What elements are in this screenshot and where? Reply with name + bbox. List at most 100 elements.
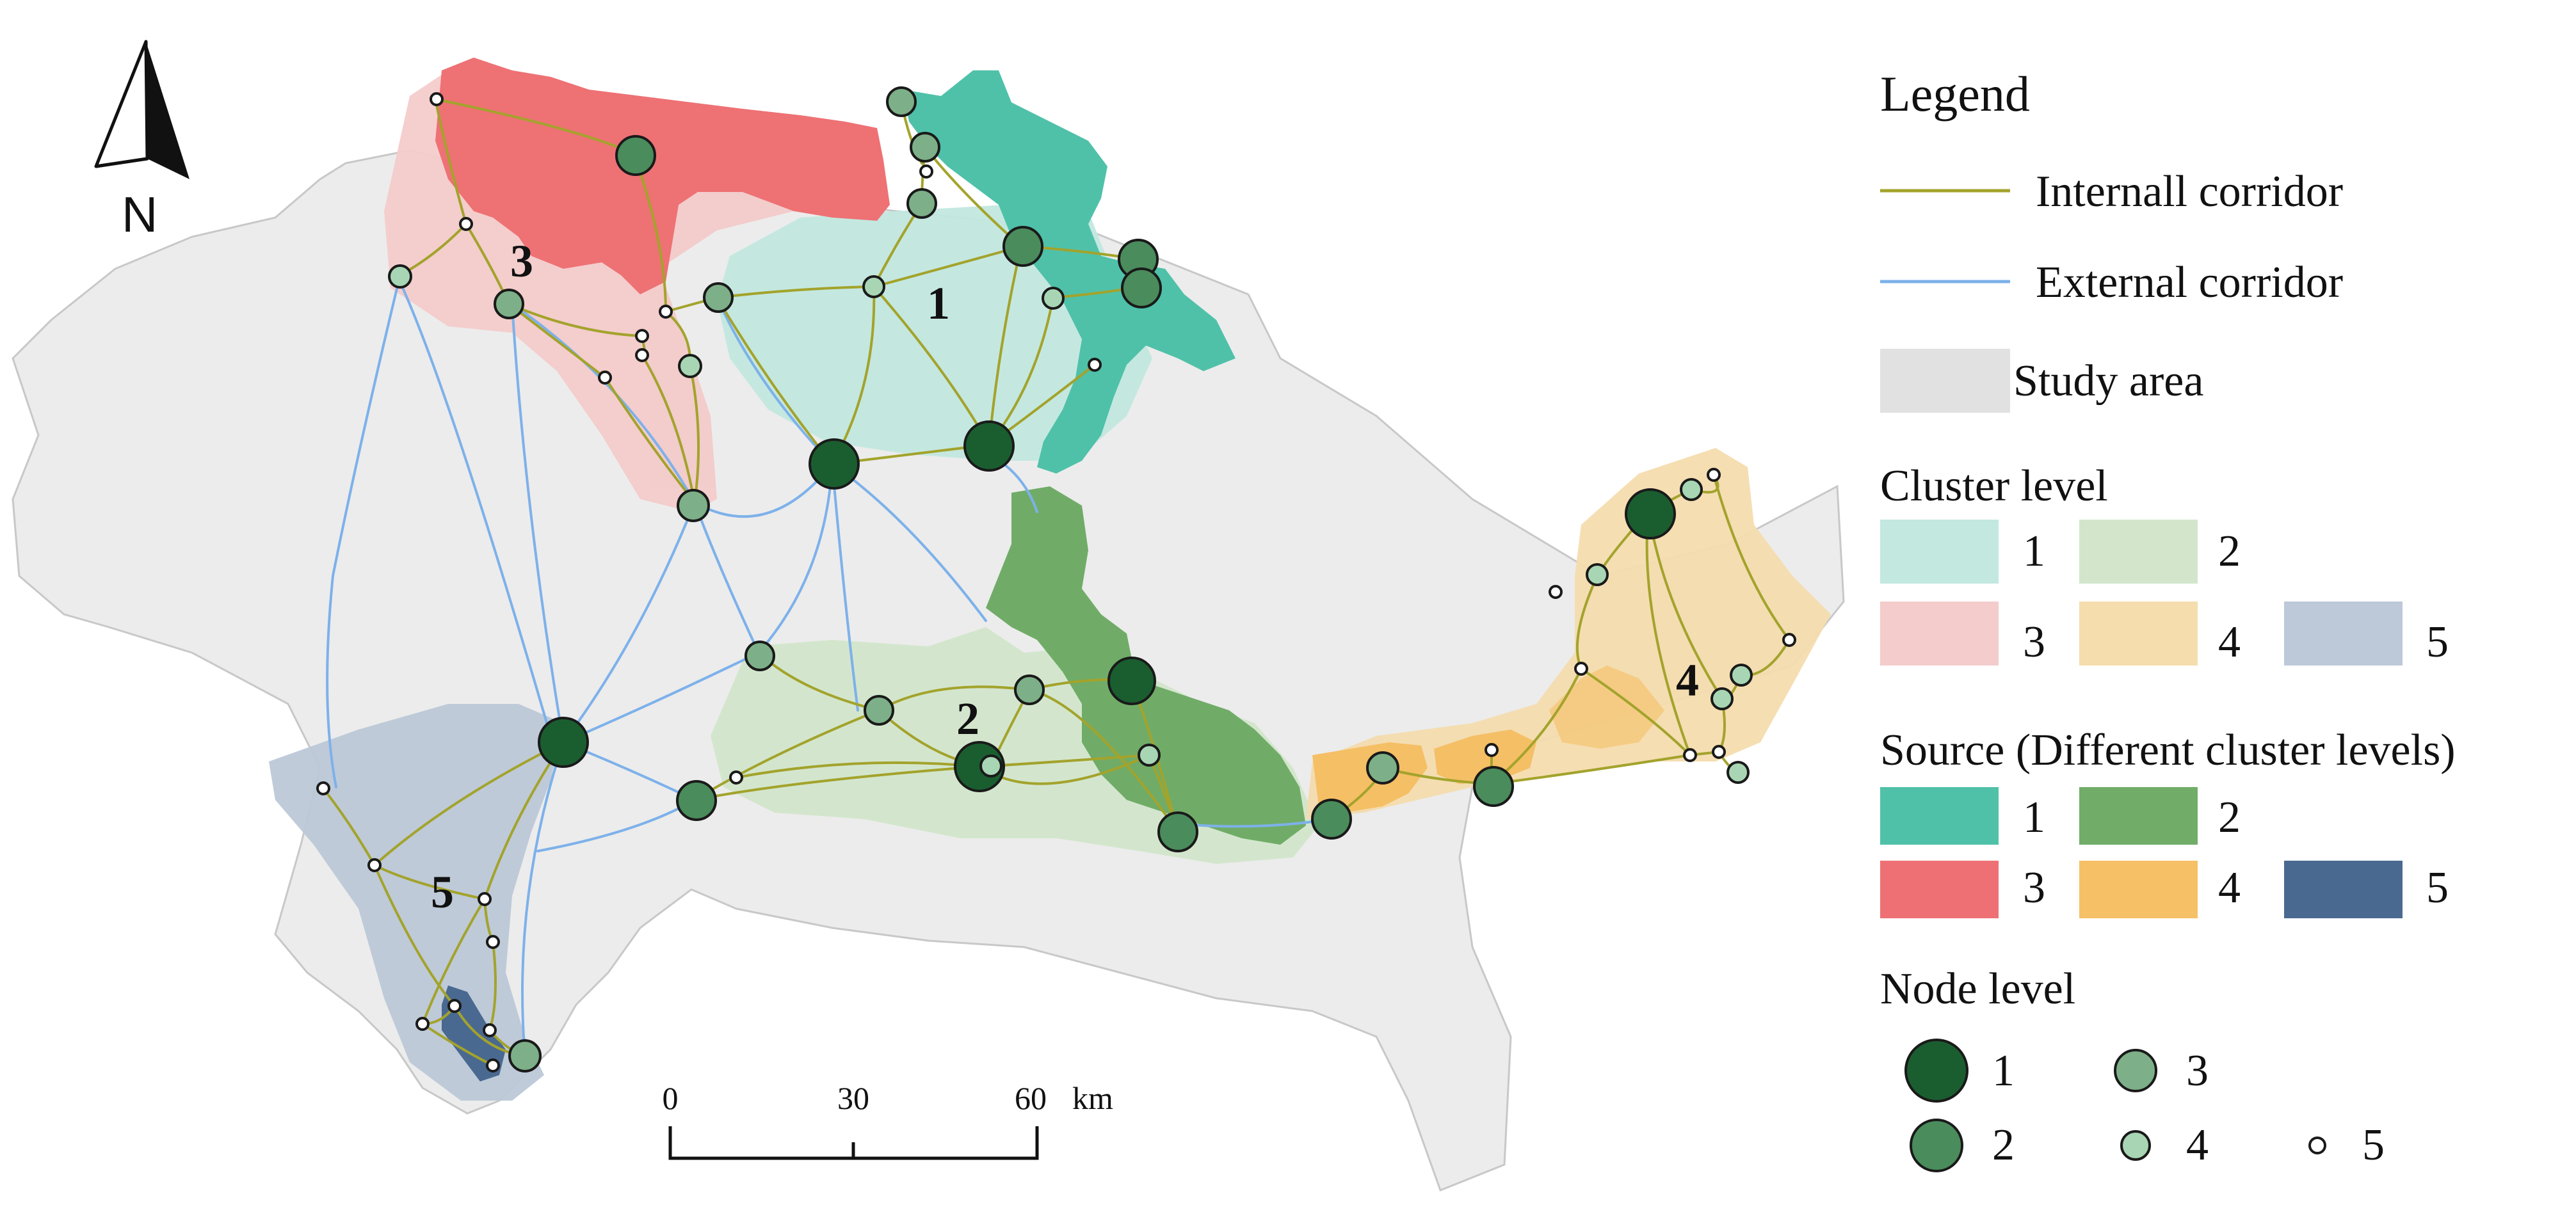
node-level-2: [1107, 657, 1156, 705]
node-level-5: [729, 770, 743, 785]
internal-corridor: [1645, 511, 1691, 756]
internal-corridor: [693, 709, 880, 801]
source-title: Source (Different cluster levels): [1880, 726, 2456, 775]
cluster-level-4-label: 4: [2218, 618, 2241, 667]
source-patches: [435, 58, 1664, 1081]
node-level-3: [1366, 751, 1399, 785]
internal-corridor: [373, 864, 456, 1007]
external-corridor: [511, 303, 565, 744]
cluster-label-3: 3: [510, 235, 533, 287]
external-corridor: [562, 651, 760, 744]
node-level-title: Node level: [1880, 964, 2075, 1014]
node-level-5: [659, 305, 673, 319]
node-level-5: [919, 164, 933, 179]
node-level-4: [678, 354, 702, 378]
cluster-level-3-swatch: [1880, 602, 1999, 666]
north-arrow-icon: [94, 40, 149, 168]
source-patch-3: [435, 58, 890, 294]
node-level-5: [1707, 468, 1721, 482]
node-level-4: [1680, 478, 1703, 501]
node-level-2-swatch: [1910, 1119, 1963, 1172]
node-level-5: [415, 1017, 430, 1031]
study-area-swatch: [1880, 349, 2010, 413]
cluster-label-2: 2: [956, 693, 979, 744]
node-level-2: [1311, 799, 1352, 840]
node-level-5-swatch: [2308, 1136, 2326, 1154]
node-level-5: [1574, 662, 1588, 676]
node-level-4: [979, 754, 1002, 777]
internal-corridor: [716, 285, 875, 299]
scale-bar-line: [668, 1126, 1039, 1160]
internal-corridor: [1712, 474, 1791, 641]
node-level-1: [809, 438, 860, 490]
node-level-1: [954, 741, 1005, 792]
nodes: [316, 86, 1796, 1072]
node-level-3: [910, 132, 940, 163]
internal-corridor: [604, 376, 696, 504]
internal-corridor: [421, 1023, 494, 1067]
node-level-5: [459, 217, 473, 231]
node-level-1: [1625, 488, 1676, 539]
node-level-2: [1121, 267, 1162, 308]
cluster-level-2-label: 2: [2218, 527, 2241, 576]
node-level-5: [1088, 358, 1102, 372]
north-label: N: [122, 186, 157, 243]
node-level-1-swatch: [1904, 1039, 1968, 1103]
source-level-4-swatch: [2079, 861, 2198, 918]
node-level-5: [478, 892, 492, 906]
scale-tick-0: 0: [663, 1080, 679, 1116]
node-level-5: [635, 329, 649, 343]
internal-corridor: [322, 787, 376, 866]
node-level-5-label: 5: [2362, 1120, 2385, 1170]
external-corridor: [326, 274, 401, 788]
node-level-5: [1782, 633, 1796, 647]
cluster-number-labels: 1 2 3 4 5: [431, 235, 1699, 918]
internal-corridor: [632, 152, 667, 313]
external-corridor: [716, 296, 833, 465]
node-level-3: [703, 282, 734, 313]
cluster-level-title: Cluster level: [1880, 461, 2108, 511]
cluster-level-5-label: 5: [2426, 618, 2449, 667]
external-corridor-label: External corridor: [2036, 258, 2343, 307]
north-arrow-shadow: [146, 42, 189, 179]
cluster-label-1: 1: [927, 278, 950, 329]
node-level-4: [388, 264, 412, 289]
legend: Legend Internall corridor External corri…: [1880, 66, 2456, 1172]
source-level-3-swatch: [1880, 861, 1999, 918]
node-level-2: [1473, 766, 1514, 807]
node-level-5: [1485, 743, 1499, 757]
node-level-5: [635, 348, 649, 362]
internal-corridor: [689, 363, 700, 504]
node-level-1: [963, 420, 1015, 472]
cluster-level-1-swatch: [1880, 520, 1999, 584]
legend-title: Legend: [1880, 66, 2030, 122]
cluster-label-4: 4: [1676, 655, 1699, 706]
node-level-5: [316, 781, 330, 795]
cluster-level-1-label: 1: [2023, 527, 2045, 576]
cluster-halo-4: [1306, 448, 1831, 819]
internal-corridor: [990, 754, 1150, 767]
node-level-3-label: 3: [2186, 1046, 2209, 1096]
node-level-1: [538, 717, 589, 768]
external-corridor: [693, 463, 833, 518]
external-corridor: [562, 501, 696, 744]
internal-corridor: [716, 296, 833, 465]
node-level-3: [906, 188, 937, 219]
node-level-3: [508, 1039, 542, 1072]
node-level-3: [745, 641, 775, 671]
source-patch-2: [986, 486, 1306, 845]
cluster-level-5-swatch: [2284, 602, 2403, 666]
cluster-level-2-swatch: [2079, 520, 2198, 584]
source-level-1-label: 1: [2023, 793, 2045, 842]
internal-corridor: [873, 245, 1022, 288]
scale-tick-60: 60: [1015, 1080, 1047, 1116]
node-level-4: [1586, 563, 1609, 586]
external-corridor: [831, 463, 859, 712]
internal-corridor: [373, 741, 565, 866]
cluster-label-5: 5: [431, 866, 454, 918]
scale-bar: 0 30 60 km: [663, 1080, 1113, 1160]
internal-corridor: [421, 898, 486, 1025]
node-level-2: [676, 780, 717, 821]
map-frame: 1 2 3 4 5 N 0 30 60 km: [12, 40, 1845, 1192]
